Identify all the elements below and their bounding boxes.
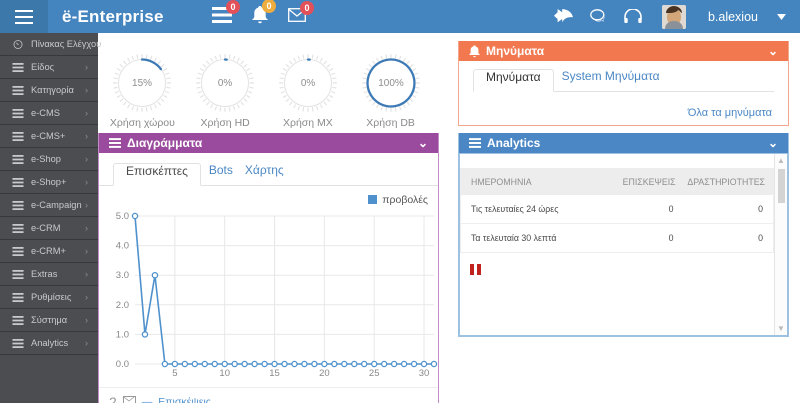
svg-text:0%: 0% [218, 78, 233, 89]
svg-text:1.0: 1.0 [116, 329, 129, 340]
svg-text:0.0: 0.0 [116, 359, 129, 370]
svg-text:25: 25 [369, 368, 380, 379]
svg-text:10: 10 [219, 368, 230, 379]
svg-text:20: 20 [319, 368, 330, 379]
svg-text:3.0: 3.0 [116, 270, 129, 281]
svg-text:15%: 15% [132, 78, 152, 89]
svg-text:5.0: 5.0 [116, 211, 129, 222]
svg-text:100%: 100% [378, 78, 404, 89]
svg-text:5: 5 [172, 368, 177, 379]
svg-text:30: 30 [419, 368, 430, 379]
svg-text:2.0: 2.0 [116, 299, 129, 310]
svg-text:15: 15 [269, 368, 280, 379]
svg-text:4.0: 4.0 [116, 240, 129, 251]
svg-text:0%: 0% [301, 78, 316, 89]
